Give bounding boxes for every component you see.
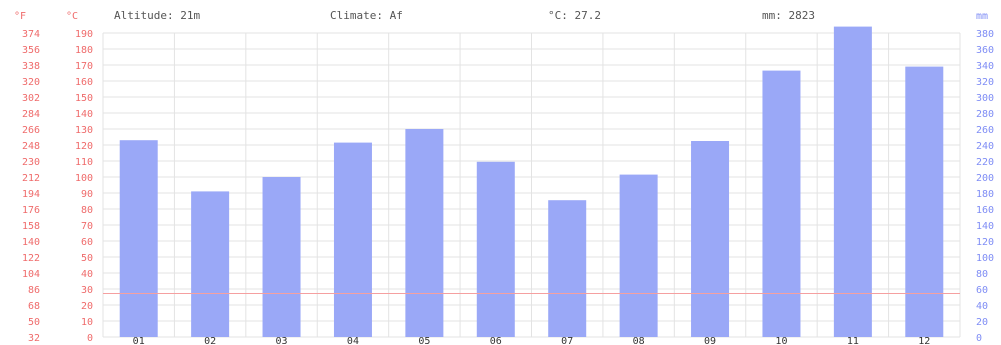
precip-total-label: mm: 2823 <box>762 9 815 22</box>
tick-label-mm: 340 <box>976 61 994 72</box>
tick-label-fahrenheit: 104 <box>22 269 40 280</box>
tick-label-celsius: 120 <box>75 141 93 152</box>
tick-label-mm: 280 <box>976 109 994 120</box>
tick-label-mm: 180 <box>976 189 994 200</box>
month-axis: 01 02 03 04 05 06 07 08 09 10 11 12 <box>133 336 931 345</box>
precip-bar <box>262 177 301 337</box>
tick-label-mm: 120 <box>976 237 994 248</box>
tick-label-celsius: 190 <box>75 29 93 40</box>
tick-label-mm: 160 <box>976 205 994 216</box>
tick-label-celsius: 10 <box>81 317 93 328</box>
tick-label-celsius: 100 <box>75 173 93 184</box>
fahrenheit-axis: 32 50 68 86 104 122 140 158 176 194 212 230 248 266 28… <box>22 29 40 344</box>
tick-label-fahrenheit: 302 <box>22 93 40 104</box>
tick-label-celsius: 130 <box>75 125 93 136</box>
tick-label-fahrenheit: 32 <box>28 333 40 344</box>
precip-bar <box>333 142 372 337</box>
altitude-label: Altitude: 21m <box>114 9 200 22</box>
tick-label-fahrenheit: 50 <box>28 317 40 328</box>
tick-label-fahrenheit: 356 <box>22 45 40 56</box>
precip-bars <box>119 26 944 337</box>
tick-label-celsius: 150 <box>75 93 93 104</box>
tick-label-celsius: 80 <box>81 205 93 216</box>
tick-label-celsius: 30 <box>81 285 93 296</box>
tick-label-mm: 200 <box>976 173 994 184</box>
tick-label-fahrenheit: 176 <box>22 205 40 216</box>
tick-label-fahrenheit: 284 <box>22 109 40 120</box>
precip-bar <box>548 200 587 337</box>
month-tick-label: 03 <box>276 336 288 345</box>
tick-label-celsius: 70 <box>81 221 93 232</box>
month-tick-label: 10 <box>775 336 787 345</box>
month-tick-label: 08 <box>633 336 645 345</box>
month-tick-label: 09 <box>704 336 716 345</box>
tick-label-mm: 240 <box>976 141 994 152</box>
tick-label-mm: 40 <box>976 301 988 312</box>
month-tick-label: 04 <box>347 336 359 345</box>
tick-label-fahrenheit: 320 <box>22 77 40 88</box>
tick-label-fahrenheit: 122 <box>22 253 40 264</box>
celsius-axis: 0 10 20 30 40 50 60 70 80 90 100 110 120 130 140 150 160… <box>75 29 93 344</box>
precip-bar <box>762 70 801 337</box>
mm-axis: 0 20 40 60 80 100 120 140 160 180 200 220 240 260 280 3… <box>976 29 994 344</box>
tick-label-mm: 100 <box>976 253 994 264</box>
tick-label-fahrenheit: 248 <box>22 141 40 152</box>
tick-label-fahrenheit: 266 <box>22 125 40 136</box>
climate-label: Climate: Af <box>330 9 403 22</box>
tick-label-mm: 360 <box>976 45 994 56</box>
tick-label-celsius: 40 <box>81 269 93 280</box>
precip-bar <box>119 140 158 337</box>
grid-lines <box>102 32 961 338</box>
tick-label-mm: 20 <box>976 317 988 328</box>
tick-label-fahrenheit: 86 <box>28 285 40 296</box>
tick-label-mm: 300 <box>976 93 994 104</box>
unit-mm: mm <box>976 11 988 22</box>
tick-label-mm: 260 <box>976 125 994 136</box>
tick-label-celsius: 60 <box>81 237 93 248</box>
precip-bar <box>191 191 230 337</box>
tick-label-celsius: 20 <box>81 301 93 312</box>
tick-label-fahrenheit: 230 <box>22 157 40 168</box>
month-tick-label: 01 <box>133 336 145 345</box>
month-tick-label: 12 <box>918 336 930 345</box>
precip-bar <box>619 174 658 337</box>
tick-label-fahrenheit: 68 <box>28 301 40 312</box>
tick-label-mm: 140 <box>976 221 994 232</box>
precip-bar <box>833 26 872 337</box>
month-tick-label: 06 <box>490 336 502 345</box>
precip-bar <box>905 66 944 337</box>
tick-label-fahrenheit: 194 <box>22 189 40 200</box>
tick-label-mm: 320 <box>976 77 994 88</box>
month-tick-label: 11 <box>847 336 859 345</box>
tick-label-mm: 60 <box>976 285 988 296</box>
tick-label-mm: 220 <box>976 157 994 168</box>
tick-label-fahrenheit: 374 <box>22 29 40 40</box>
tick-label-celsius: 180 <box>75 45 93 56</box>
tick-label-celsius: 0 <box>87 333 93 344</box>
month-tick-label: 05 <box>418 336 430 345</box>
tick-label-mm: 0 <box>976 333 982 344</box>
tick-label-celsius: 160 <box>75 77 93 88</box>
tick-label-mm: 380 <box>976 29 994 40</box>
tick-label-celsius: 170 <box>75 61 93 72</box>
month-tick-label: 02 <box>204 336 216 345</box>
unit-fahrenheit: °F <box>14 11 26 22</box>
precip-bar <box>476 161 515 337</box>
avg-temp-label: °C: 27.2 <box>548 9 601 22</box>
tick-label-celsius: 110 <box>75 157 93 168</box>
tick-label-fahrenheit: 338 <box>22 61 40 72</box>
tick-label-fahrenheit: 158 <box>22 221 40 232</box>
tick-label-mm: 80 <box>976 269 988 280</box>
tick-label-celsius: 90 <box>81 189 93 200</box>
precip-bar <box>405 129 444 337</box>
tick-label-celsius: 140 <box>75 109 93 120</box>
tick-label-celsius: 50 <box>81 253 93 264</box>
month-tick-label: 07 <box>561 336 573 345</box>
tick-label-fahrenheit: 212 <box>22 173 40 184</box>
unit-celsius: °C <box>66 11 78 22</box>
precip-bar <box>691 141 730 337</box>
tick-label-fahrenheit: 140 <box>22 237 40 248</box>
